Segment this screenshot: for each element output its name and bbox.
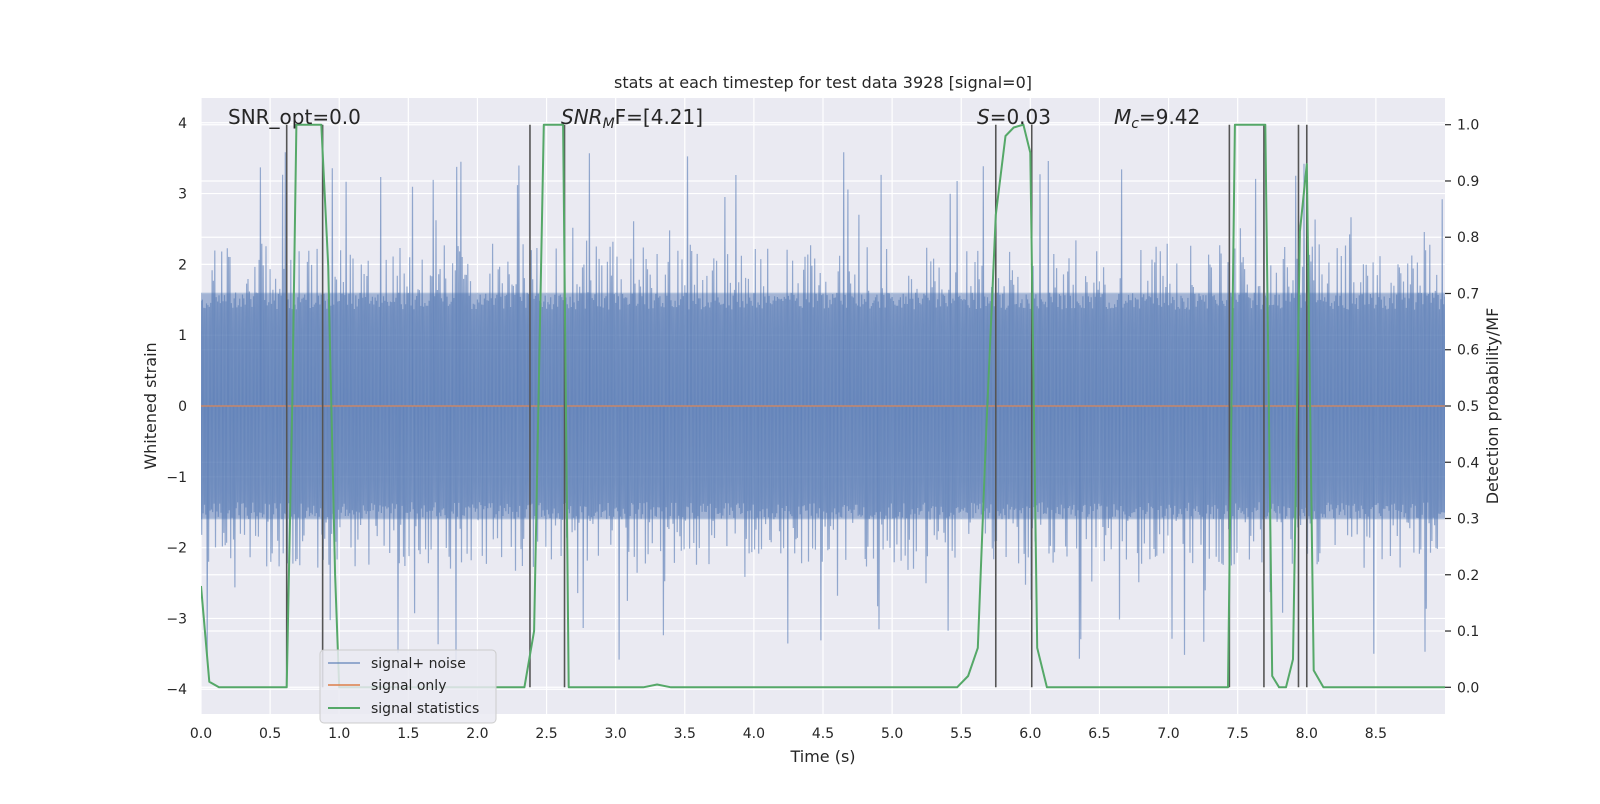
x-tick-label: 5.0 (881, 726, 903, 742)
x-tick-label: 7.5 (1227, 726, 1249, 742)
annotation-s-rest: =0.03 (990, 105, 1051, 129)
annotation-mc-rest: =9.42 (1139, 105, 1200, 129)
y-right-tick-label: 0.3 (1457, 512, 1479, 528)
x-tick-label: 0.5 (259, 726, 281, 742)
series-signal-statistics (201, 123, 1445, 689)
y-right-tick-label: 0.4 (1457, 455, 1479, 471)
y-axis-right-ticks: 0.0 0.1 0.2 0.3 0.4 0.5 0.6 0.7 0.8 0.9 1.0 (1445, 118, 1479, 696)
x-tick-label: 6.0 (1019, 726, 1041, 742)
y-right-tick-label: 0.2 (1457, 568, 1479, 584)
legend-label-noise: signal+ noise (371, 656, 466, 672)
y-axis-left-label: Whitened strain (141, 342, 160, 469)
x-tick-label: 5.5 (950, 726, 972, 742)
y-right-tick-label: 0.9 (1457, 174, 1479, 190)
y-left-tick-label: 3 (178, 187, 187, 203)
x-tick-label: 1.0 (328, 726, 350, 742)
y-left-tick-label: −3 (166, 611, 187, 627)
annotation-snr-opt: SNR_opt=0.0 (228, 105, 361, 129)
x-axis-ticks: 0.0 0.5 1.0 1.5 2.0 2.5 3.0 3.5 4.0 4.5 5.0 5.5 6.0 6… (190, 726, 1387, 742)
y-left-tick-label: 0 (178, 399, 187, 415)
legend-box (319, 649, 497, 724)
y-left-tick-label: −4 (166, 682, 187, 698)
y-axis-left-ticks: −4 −3 −2 −1 0 1 2 3 4 (166, 116, 187, 698)
annotation-s: S=0.03 (977, 105, 1051, 129)
x-axis-label: Time (s) (789, 747, 855, 766)
annotation-mc: Mc=9.42 (1114, 105, 1200, 132)
annotation-snr-mf-rest: F=[4.21] (615, 105, 703, 129)
y-right-tick-label: 0.6 (1457, 343, 1479, 359)
chart-title: stats at each timestep for test data 392… (614, 73, 1032, 92)
y-right-tick-label: 0.8 (1457, 230, 1479, 246)
x-tick-label: 0.0 (190, 726, 212, 742)
x-tick-label: 8.5 (1365, 726, 1387, 742)
y-axis-right-label: Detection probability/MF (1483, 308, 1502, 505)
annotation-snr-mf: SNRMF=[4.21] (561, 105, 703, 132)
y-right-tick-label: 1.0 (1457, 118, 1479, 134)
x-tick-label: 6.5 (1088, 726, 1110, 742)
y-right-tick-label: 0.0 (1457, 680, 1479, 696)
x-tick-label: 2.5 (535, 726, 557, 742)
y-left-tick-label: 4 (178, 116, 187, 132)
legend: signal+ noise signal only signal statist… (319, 649, 497, 724)
legend-label-signal: signal only (371, 678, 446, 694)
x-tick-label: 8.0 (1296, 726, 1318, 742)
y-right-tick-label: 0.1 (1457, 624, 1479, 640)
noise-envelope (201, 152, 1445, 661)
x-tick-label: 4.0 (743, 726, 765, 742)
x-tick-label: 1.5 (397, 726, 419, 742)
annotation-mc-sub: c (1131, 116, 1139, 132)
x-tick-label: 4.5 (812, 726, 834, 742)
annotation-mc-main: M (1114, 105, 1131, 129)
annotation-s-main: S (977, 105, 990, 129)
x-tick-label: 2.0 (466, 726, 488, 742)
x-tick-label: 3.0 (605, 726, 627, 742)
x-tick-label: 3.5 (674, 726, 696, 742)
y-right-tick-label: 0.7 (1457, 286, 1479, 302)
annotation-snr-mf-sub: M (603, 116, 615, 132)
y-left-tick-label: 2 (178, 257, 187, 273)
signal-statistics-line (201, 123, 1445, 689)
y-right-tick-label: 0.5 (1457, 399, 1479, 415)
y-left-tick-label: −2 (166, 541, 187, 557)
annotation-snr-mf-main: SNR (561, 105, 603, 129)
y-left-tick-label: −1 (166, 470, 187, 486)
legend-label-stats: signal statistics (371, 701, 479, 717)
x-tick-label: 7.0 (1157, 726, 1179, 742)
y-left-tick-label: 1 (178, 328, 187, 344)
